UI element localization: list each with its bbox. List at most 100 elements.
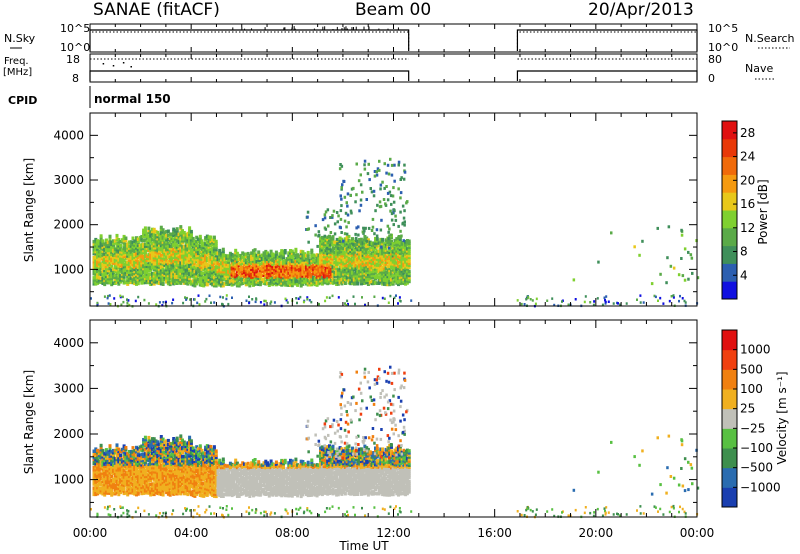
power-cell [99, 256, 103, 260]
power-cell [195, 271, 199, 276]
power-cell [168, 256, 172, 260]
power-cell [172, 261, 176, 266]
power-cell [400, 269, 404, 273]
power-cell [322, 264, 326, 269]
power-cell [689, 253, 693, 257]
power-cell [287, 255, 291, 259]
power-cell [407, 279, 411, 284]
power-cell [120, 250, 124, 254]
power-cell [397, 246, 400, 250]
power-cell [122, 242, 126, 247]
power-cell [156, 238, 160, 243]
power-cell [365, 260, 369, 265]
power-cell [142, 232, 146, 237]
freq-panel-frame [89, 53, 698, 83]
power-cell [241, 277, 245, 281]
power-cell [257, 264, 261, 268]
velocity-cell [161, 466, 165, 470]
velocity-cell [151, 443, 154, 447]
power-cell [257, 262, 261, 266]
velocity-cell [151, 441, 154, 445]
velocity-cell [140, 444, 144, 448]
power-cell [250, 255, 254, 259]
velocity-cell [126, 490, 130, 495]
power-cell [156, 271, 160, 275]
velocity-cell [158, 489, 161, 494]
power-cell [97, 258, 101, 262]
power-cell [345, 225, 348, 229]
power-cell [289, 277, 292, 281]
velocity-data [90, 365, 700, 519]
power-cell [113, 273, 117, 277]
power-cell [152, 227, 156, 232]
velocity-cell [147, 474, 151, 479]
velocity-cell [159, 488, 163, 492]
velocity-cell [112, 492, 115, 496]
power-cell [181, 237, 184, 241]
power-cell [407, 239, 411, 243]
power-cell [358, 242, 362, 246]
power-cell [328, 264, 331, 269]
power-cell [368, 258, 372, 263]
power-cell [205, 266, 209, 271]
power-cell [391, 252, 395, 256]
power-cell [347, 240, 351, 245]
power-cell [310, 280, 314, 285]
power-cell [142, 268, 146, 273]
power-cell [149, 254, 153, 258]
power-cell [328, 246, 331, 251]
power-cell [361, 257, 365, 261]
power-cell [101, 279, 105, 283]
power-cell [308, 260, 312, 265]
power-cell [205, 248, 209, 253]
power-cell [126, 254, 130, 258]
power-cell [156, 248, 160, 253]
velocity-cell [113, 492, 117, 496]
power-cell [377, 241, 381, 245]
power-cell [342, 266, 346, 270]
velocity-cell [149, 445, 153, 450]
power-cell [294, 270, 298, 274]
power-cell [97, 260, 101, 264]
velocity-cell [124, 464, 128, 468]
velocity-cell [158, 450, 161, 455]
velocity-cell [143, 454, 147, 458]
power-cell [101, 281, 105, 285]
power-cell [347, 269, 351, 273]
power-cell [193, 275, 197, 280]
velocity-cell [152, 459, 156, 464]
power-cell [207, 277, 211, 281]
power-cell [182, 249, 186, 253]
velocity-cell [97, 455, 101, 460]
velocity-cell [136, 459, 140, 463]
power-cell [174, 241, 177, 245]
power-cell [228, 282, 232, 286]
power-cell [310, 300, 313, 304]
power-cell [296, 281, 300, 285]
velocity-cell [106, 462, 110, 467]
power-cell [398, 273, 402, 278]
power-cell [161, 252, 165, 256]
nave-label: Nave [745, 62, 773, 75]
power-cell [96, 263, 100, 267]
velocity-cell [103, 491, 107, 495]
power-cell [307, 227, 310, 231]
power-cell [221, 273, 225, 278]
power-cell [313, 280, 317, 284]
velocity-cell [97, 461, 101, 466]
power-cell [283, 259, 287, 263]
power-cell [101, 273, 105, 277]
velocity-cell [119, 468, 123, 472]
power-cell [285, 271, 289, 275]
power-cell [131, 236, 135, 240]
power-cell [285, 273, 289, 277]
power-cell [397, 163, 400, 167]
power-cell [101, 247, 105, 251]
power-cell [189, 239, 193, 244]
power-cell [280, 271, 284, 275]
power-cell [386, 254, 390, 259]
power-cell [136, 281, 140, 286]
power-cell [106, 256, 110, 261]
power-cell [393, 296, 396, 300]
power-cell [393, 279, 397, 283]
